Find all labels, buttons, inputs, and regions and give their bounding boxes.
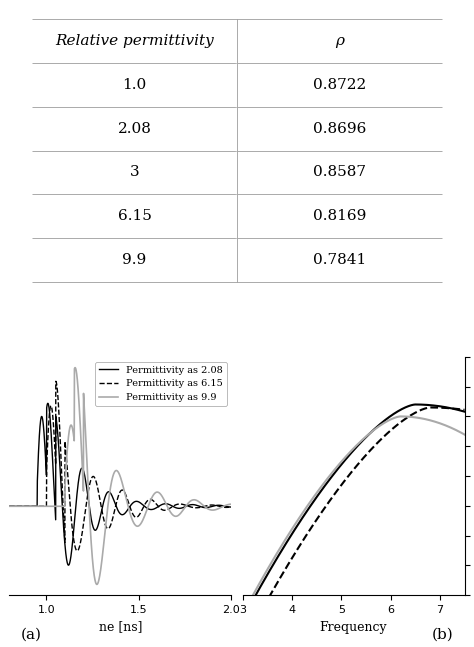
Permittivity as 2.08: [45, 399, 51, 407]
X-axis label: ne [ns]: ne [ns]: [99, 620, 142, 633]
Permittivity as 9.9: [228, 500, 234, 508]
Legend: Permittivity as 2.08, Permittivity as 6.15, Permittivity as 9.9: Permittivity as 2.08, Permittivity as 6.…: [95, 362, 227, 406]
Permittivity as 2.08: [7, 503, 12, 510]
Permittivity as 9.9: [18, 503, 24, 510]
Line: Permittivity as 6.15: Permittivity as 6.15: [9, 381, 231, 551]
Permittivity as 9.9: [72, 364, 78, 371]
Text: (b): (b): [431, 627, 453, 641]
Permittivity as 2.08: [109, 491, 115, 499]
Permittivity as 9.9: [109, 477, 115, 485]
Permittivity as 9.9: [222, 501, 228, 509]
Permittivity as 2.08: [18, 503, 24, 510]
Permittivity as 6.15: [222, 503, 228, 511]
Permittivity as 9.9: [94, 580, 100, 588]
Text: (a): (a): [21, 627, 42, 641]
Permittivity as 6.15: [18, 503, 24, 510]
Permittivity as 9.9: [115, 467, 120, 475]
Permittivity as 2.08: [115, 506, 120, 514]
Permittivity as 2.08: [222, 502, 228, 510]
Permittivity as 6.15: [115, 494, 120, 502]
Permittivity as 6.15: [222, 503, 228, 511]
Permittivity as 2.08: [65, 562, 71, 569]
Permittivity as 2.08: [228, 503, 234, 511]
Permittivity as 6.15: [109, 518, 115, 525]
Permittivity as 6.15: [74, 547, 80, 554]
Permittivity as 6.15: [7, 503, 12, 510]
Permittivity as 2.08: [222, 502, 228, 510]
Permittivity as 2.08: [182, 503, 187, 511]
Permittivity as 6.15: [228, 503, 234, 510]
Permittivity as 9.9: [222, 501, 228, 509]
Permittivity as 9.9: [7, 503, 12, 510]
Permittivity as 9.9: [182, 504, 187, 512]
Permittivity as 6.15: [53, 377, 59, 385]
Permittivity as 6.15: [182, 501, 187, 509]
Line: Permittivity as 9.9: Permittivity as 9.9: [9, 367, 231, 584]
X-axis label: Frequency: Frequency: [320, 620, 387, 633]
Line: Permittivity as 2.08: Permittivity as 2.08: [9, 403, 231, 565]
